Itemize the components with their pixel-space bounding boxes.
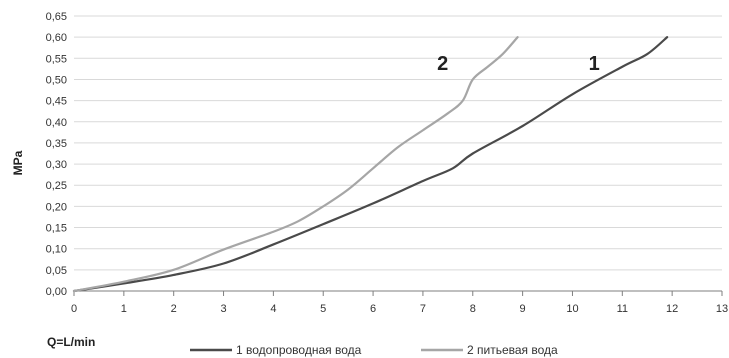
y-tick-labels: 0,00 0,05 0,10 0,15 0,20 0,25 0,30 0,35 0,40 0,45… xyxy=(46,11,67,298)
x-tick-label: 12 xyxy=(666,303,678,315)
x-tick-label: 7 xyxy=(420,303,426,315)
legend: 1 водопроводная вода 2 питьевая вода xyxy=(190,343,558,357)
x-tick-label: 6 xyxy=(370,303,376,315)
y-axis-title: MPa xyxy=(11,150,25,175)
x-axis-title: Q=L/min xyxy=(47,335,95,349)
x-tick-label: 2 xyxy=(171,303,177,315)
x-tick-label: 9 xyxy=(520,303,526,315)
y-tick-label: 0,65 xyxy=(46,11,67,23)
y-tick-label: 0,10 xyxy=(46,244,67,256)
x-tick-label: 5 xyxy=(320,303,326,315)
legend-label-series-2: 2 питьевая вода xyxy=(467,343,558,357)
y-tick-label: 0,40 xyxy=(46,117,67,129)
curve-labels: 12 xyxy=(437,53,600,75)
y-tick-label: 0,25 xyxy=(46,180,67,192)
x-tick-label: 1 xyxy=(121,303,127,315)
series-line-2 xyxy=(72,36,519,293)
x-tick-label: 4 xyxy=(270,303,276,315)
y-tick-label: 0,05 xyxy=(46,265,67,277)
x-tick-label: 11 xyxy=(617,303,628,315)
y-tick-label: 0,15 xyxy=(46,223,67,235)
x-tick-label: 8 xyxy=(470,303,476,315)
y-tick-label: 0,30 xyxy=(46,159,67,171)
x-tick-labels: 0 1 2 3 4 5 6 7 8 9 10 11 12 13 xyxy=(71,303,728,315)
y-tick-label: 0,35 xyxy=(46,138,67,150)
gridlines xyxy=(73,15,723,296)
x-tick-label: 0 xyxy=(71,303,77,315)
y-tick-label: 0,00 xyxy=(46,286,67,298)
series-line-1 xyxy=(72,36,669,293)
legend-label-series-1: 1 водопроводная вода xyxy=(236,343,362,357)
series-lines xyxy=(72,36,669,293)
y-tick-label: 0,60 xyxy=(46,32,67,44)
x-tick-label: 3 xyxy=(220,303,226,315)
x-tick-label: 13 xyxy=(716,303,728,315)
y-tick-label: 0,50 xyxy=(46,74,67,86)
curve-label-1: 1 xyxy=(589,53,600,75)
y-tick-label: 0,55 xyxy=(46,53,67,65)
x-tick-label: 10 xyxy=(566,303,578,315)
y-tick-label: 0,45 xyxy=(46,96,67,108)
curve-label-2: 2 xyxy=(437,53,448,75)
y-tick-label: 0,20 xyxy=(46,201,67,213)
